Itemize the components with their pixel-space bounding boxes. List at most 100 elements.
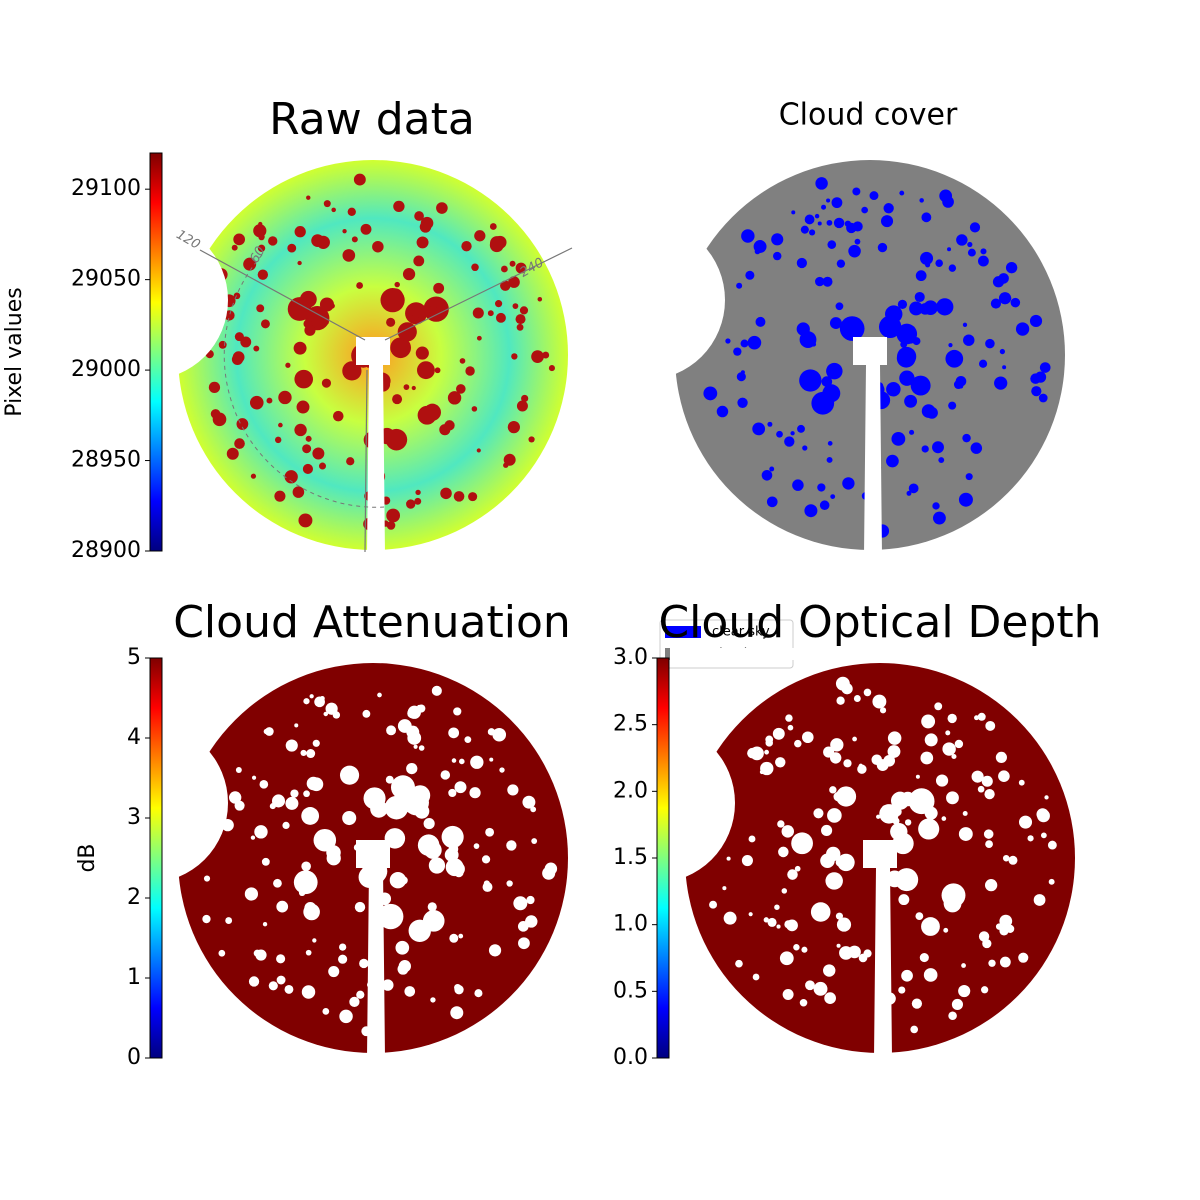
sky-speck	[1008, 855, 1018, 865]
sky-speck	[954, 739, 964, 749]
sky-speck	[883, 203, 894, 214]
sky-speck	[1010, 297, 1021, 308]
sky-speck	[1044, 795, 1049, 800]
sky-speck	[234, 438, 245, 449]
sky-speck	[978, 255, 989, 267]
sky-speck	[503, 453, 516, 466]
sky-speck	[919, 198, 924, 203]
sky-speck	[947, 247, 952, 252]
colorbar-tick-label: 0.0	[613, 1045, 648, 1070]
sky-speck	[909, 429, 915, 435]
sky-speck	[231, 244, 238, 251]
sky-speck	[773, 251, 782, 261]
sky-speck	[312, 739, 320, 747]
sky-speck	[899, 804, 905, 810]
sky-speck	[370, 800, 388, 818]
sky-speck	[920, 251, 934, 265]
sky-speck	[756, 242, 762, 247]
sky-speck	[285, 362, 291, 368]
sky-speck	[836, 917, 852, 932]
colorbar-tick-label: 3	[127, 805, 141, 830]
sky-speck	[923, 968, 938, 982]
image-mask-slot	[356, 337, 390, 555]
colorbar-tick-label: 1.5	[613, 845, 648, 870]
sky-speck	[406, 499, 416, 509]
sky-speck	[939, 189, 953, 203]
sky-speck	[303, 790, 310, 798]
sky-speck	[298, 513, 313, 528]
sky-speck	[420, 216, 434, 230]
polar-axis	[384, 247, 573, 341]
sky-speck	[767, 917, 777, 927]
sky-speck	[471, 263, 479, 272]
sky-speck	[448, 788, 457, 798]
sky-speck	[415, 346, 429, 360]
sky-speck	[771, 233, 784, 246]
sky-speck	[456, 384, 466, 394]
sky-speck	[544, 862, 558, 875]
image-mask-slot	[853, 337, 887, 555]
sky-speck	[879, 707, 887, 714]
colorbar-tick-label: 2	[127, 885, 141, 910]
sky-speck	[810, 902, 831, 922]
sky-speck	[1040, 832, 1047, 839]
sky-speck	[1015, 322, 1030, 336]
sky-speck	[737, 397, 748, 408]
sky-speck	[382, 979, 394, 991]
sky-speck	[309, 777, 324, 792]
sky-speck	[995, 751, 1007, 763]
sky-speck	[911, 376, 925, 390]
sky-speck	[422, 910, 445, 932]
sky-speck	[781, 888, 788, 894]
sky-speck	[507, 784, 519, 796]
sky-speck	[904, 819, 912, 826]
sky-speck	[967, 241, 973, 248]
sky-speck	[449, 933, 459, 943]
sky-speck	[299, 290, 317, 308]
sky-speck	[872, 694, 887, 709]
sky-speck	[395, 940, 410, 955]
sky-speck	[472, 307, 484, 319]
sky-speck	[414, 211, 424, 221]
sky-speck	[424, 841, 442, 859]
sky-speck	[499, 767, 505, 773]
sky-speck	[338, 954, 348, 964]
sky-speck	[791, 832, 813, 855]
sky-speck	[1036, 808, 1049, 821]
sky-speck	[359, 958, 369, 969]
sky-speck	[326, 851, 341, 866]
sky-speck	[548, 365, 555, 372]
sky-speck	[386, 508, 401, 523]
sky-speck	[469, 787, 481, 799]
sky-speck	[415, 489, 421, 496]
sky-speck	[276, 975, 286, 985]
sky-speck	[451, 758, 457, 763]
sky-speck	[264, 727, 274, 736]
polar-axis	[364, 369, 368, 553]
image-notch	[68, 723, 228, 883]
sky-speck	[273, 878, 282, 888]
sky-speck	[397, 719, 412, 733]
sky-speck	[898, 894, 910, 906]
sky-speck	[945, 730, 951, 736]
sky-speck	[791, 210, 796, 215]
sky-speck	[777, 820, 785, 828]
sky-speck	[985, 720, 996, 731]
sky-speck	[826, 198, 831, 203]
corner-mask	[163, 648, 583, 660]
sky-speck	[764, 749, 769, 755]
sky-speck	[935, 259, 943, 267]
sky-speck	[822, 276, 833, 287]
sky-speck	[244, 887, 259, 901]
colorbar-label: Pixel values	[2, 287, 27, 416]
sky-speck	[892, 807, 902, 817]
sky-speck	[736, 372, 746, 382]
sky-speck	[293, 870, 318, 895]
sky-speck	[1033, 894, 1046, 906]
sky-speck	[906, 334, 916, 344]
sky-speck	[767, 421, 773, 427]
panel-title: Cloud Attenuation	[173, 597, 571, 648]
sky-speck	[266, 397, 273, 404]
sky-speck	[934, 702, 943, 711]
sky-speck	[301, 807, 320, 825]
